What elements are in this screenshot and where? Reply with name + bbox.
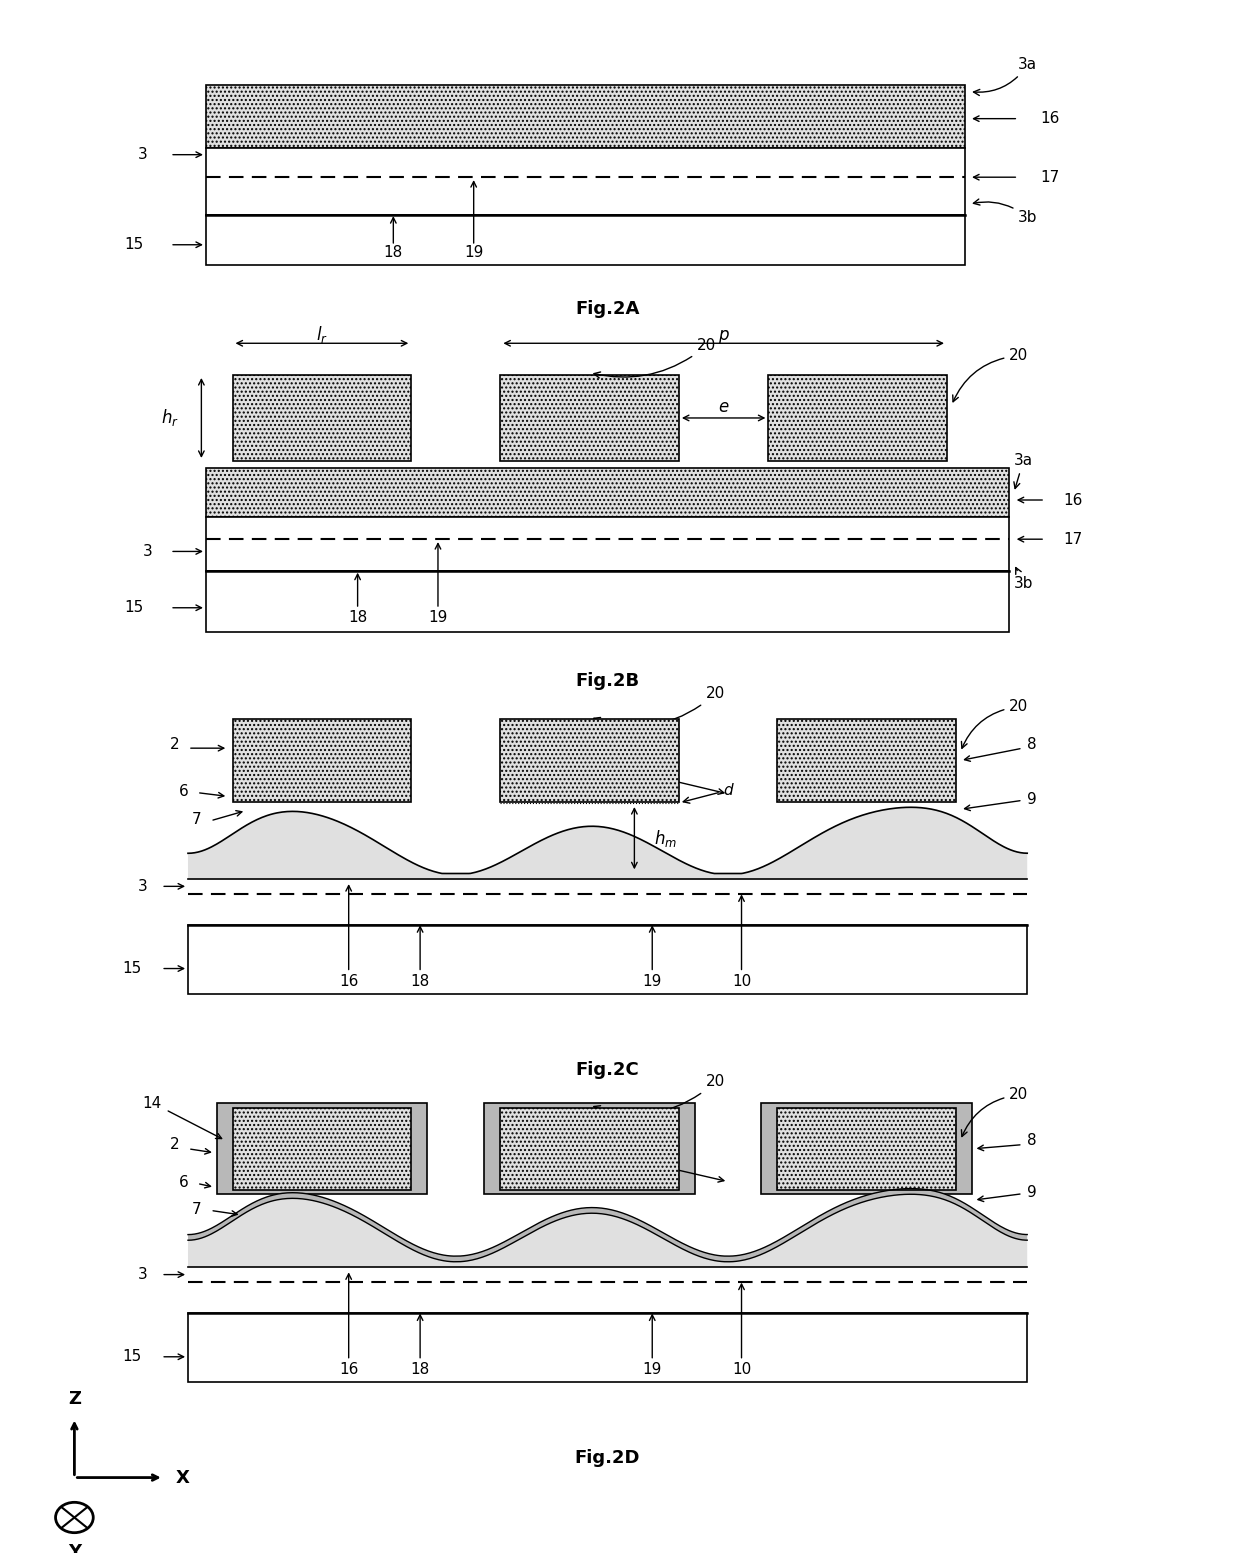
Text: 3b: 3b — [1014, 567, 1033, 590]
Text: 3: 3 — [143, 544, 153, 559]
Text: 19: 19 — [464, 245, 484, 261]
Bar — [761, 1103, 972, 1194]
Bar — [188, 1314, 1027, 1382]
Text: 3: 3 — [138, 1267, 148, 1283]
Polygon shape — [188, 1194, 1027, 1267]
Bar — [206, 467, 1009, 517]
Text: 18: 18 — [410, 974, 430, 989]
Text: 7: 7 — [192, 812, 202, 828]
Text: 8: 8 — [1027, 736, 1037, 752]
Text: 3a: 3a — [1014, 453, 1033, 489]
Text: d: d — [683, 783, 733, 803]
Text: $h_m$: $h_m$ — [653, 828, 677, 848]
Bar — [233, 376, 412, 461]
Text: 7: 7 — [192, 1202, 202, 1216]
Text: Y: Y — [68, 1542, 81, 1553]
Text: 21: 21 — [642, 763, 662, 778]
Text: 3b: 3b — [973, 199, 1038, 225]
Text: 19: 19 — [642, 974, 662, 989]
Bar — [217, 1103, 428, 1194]
Text: Fig.2D: Fig.2D — [575, 1449, 640, 1468]
Text: 3: 3 — [138, 879, 148, 895]
Text: $h_r$: $h_r$ — [161, 407, 179, 429]
Bar — [501, 1107, 680, 1190]
Text: 19: 19 — [428, 610, 448, 624]
Bar — [233, 1107, 412, 1190]
Polygon shape — [188, 1188, 1027, 1261]
Text: 9: 9 — [1027, 792, 1037, 806]
Text: 10: 10 — [732, 1362, 751, 1378]
Text: 6: 6 — [179, 784, 188, 798]
Text: 3: 3 — [138, 148, 148, 162]
Text: 10: 10 — [732, 974, 751, 989]
Bar — [485, 1103, 696, 1194]
Bar — [233, 719, 412, 801]
Text: 18: 18 — [348, 610, 367, 624]
Bar — [206, 517, 1009, 572]
Text: 14: 14 — [141, 1095, 161, 1110]
Bar — [777, 719, 956, 801]
Text: 20: 20 — [594, 1075, 725, 1115]
Bar — [206, 572, 1009, 632]
Text: 9: 9 — [1027, 1185, 1037, 1200]
Text: 6: 6 — [179, 1174, 188, 1190]
Text: 18: 18 — [383, 245, 403, 261]
Text: 17: 17 — [1040, 169, 1060, 185]
Text: 16: 16 — [1063, 492, 1083, 508]
Bar — [501, 376, 680, 461]
Text: Z: Z — [68, 1390, 81, 1407]
Bar — [206, 216, 965, 266]
Text: e: e — [718, 398, 729, 416]
Text: 3a: 3a — [973, 57, 1038, 95]
Text: 15: 15 — [124, 601, 144, 615]
Text: 19: 19 — [642, 1362, 662, 1378]
Text: Fig.2C: Fig.2C — [575, 1061, 640, 1079]
Text: 18: 18 — [410, 1362, 430, 1378]
Text: 15: 15 — [123, 1350, 141, 1364]
Text: 17: 17 — [1063, 531, 1083, 547]
Text: 16: 16 — [339, 974, 358, 989]
Text: Fig.2A: Fig.2A — [575, 300, 640, 318]
Bar — [777, 1107, 956, 1190]
Text: 16: 16 — [339, 1362, 358, 1378]
Text: 16: 16 — [1040, 112, 1060, 126]
Polygon shape — [188, 808, 1027, 879]
Bar — [206, 148, 965, 216]
Text: 15: 15 — [124, 238, 144, 252]
Text: 2: 2 — [170, 1137, 180, 1152]
Text: 20: 20 — [594, 686, 725, 727]
Text: 15: 15 — [123, 961, 141, 975]
Text: 21: 21 — [642, 1151, 662, 1166]
Text: X: X — [176, 1469, 190, 1486]
Text: 20: 20 — [961, 699, 1029, 749]
Text: 20: 20 — [594, 339, 717, 377]
Bar — [769, 376, 947, 461]
Bar — [206, 85, 965, 148]
Text: 20: 20 — [961, 1087, 1029, 1137]
Text: Fig.2B: Fig.2B — [575, 672, 640, 691]
Bar — [188, 926, 1027, 994]
Bar — [501, 719, 680, 801]
Text: $l_r$: $l_r$ — [316, 325, 327, 345]
Text: 2: 2 — [170, 736, 180, 752]
Text: p: p — [718, 326, 729, 343]
Text: 20: 20 — [952, 348, 1029, 402]
Text: 8: 8 — [1027, 1134, 1037, 1148]
